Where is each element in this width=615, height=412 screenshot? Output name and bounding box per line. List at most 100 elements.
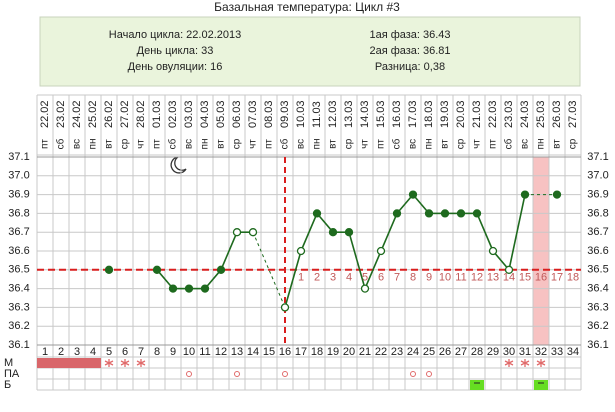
row-label: Б (4, 379, 11, 391)
temp-point (328, 228, 338, 237)
temp-point (424, 209, 434, 218)
date-label: 27.02 (119, 100, 131, 128)
weekday-label: сб (279, 138, 291, 149)
x-tick-label: 21 (359, 346, 371, 358)
luteal-day-label: 14 (503, 272, 515, 284)
weekday-label: пн (424, 139, 435, 150)
pa-mark (410, 371, 416, 377)
y-tick-label: 36.9 (8, 189, 29, 201)
x-tick-label: 11 (199, 346, 210, 358)
weekday-label: пн (88, 139, 99, 150)
temp-point (408, 190, 418, 199)
x-tick-label: 18 (311, 346, 323, 358)
x-tick-label: 9 (170, 346, 176, 358)
weekday-label: ср (120, 138, 131, 149)
weekday-label: ср (232, 138, 243, 149)
date-label: 25.02 (87, 100, 99, 128)
summary-text: День цикла: 33 (137, 45, 214, 57)
date-label: 04.03 (199, 100, 211, 128)
date-label: 07.03 (247, 100, 259, 128)
b-mark (534, 380, 548, 390)
x-tick-label: 15 (263, 346, 275, 358)
weekday-label: сб (167, 138, 179, 149)
luteal-day-label: 3 (330, 272, 336, 284)
x-tick-label: 23 (391, 346, 403, 358)
weekday-label: чт (472, 139, 483, 149)
x-tick-label: 27 (455, 346, 467, 358)
y-tick-label: 36.4 (587, 283, 608, 295)
date-label: 06.03 (231, 100, 243, 128)
menses-star (520, 359, 530, 367)
pa-mark (234, 371, 240, 377)
x-tick-label: 1 (42, 346, 48, 358)
temp-point (360, 284, 370, 293)
x-tick-label: 19 (327, 346, 339, 358)
y-tick-label: 36.5 (8, 264, 29, 276)
x-tick-label: 33 (551, 346, 563, 358)
temp-segment (476, 213, 494, 252)
y-tick-label: 36.4 (8, 283, 29, 295)
date-label: 15.03 (375, 100, 387, 128)
date-label: 13.03 (343, 100, 355, 128)
date-label: 24.03 (519, 100, 531, 128)
y-tick-label: 36.3 (587, 301, 608, 313)
luteal-day-label: 18 (567, 272, 579, 284)
luteal-day-label: 17 (551, 272, 563, 284)
date-label: 09.03 (279, 100, 291, 128)
summary-text: 1ая фаза: 36.43 (369, 29, 450, 41)
date-label: 23.03 (503, 100, 515, 128)
menses-block (53, 358, 69, 368)
temp-point (488, 246, 498, 256)
temp-point (296, 246, 306, 256)
x-tick-label: 30 (503, 346, 515, 358)
x-tick-label: 6 (122, 346, 128, 358)
date-label: 08.03 (263, 100, 275, 128)
date-label: 19.03 (439, 100, 451, 128)
x-tick-label: 8 (154, 346, 160, 358)
y-tick-label: 36.3 (8, 301, 29, 313)
x-tick-label: 12 (215, 346, 227, 358)
x-tick-label: 31 (519, 346, 531, 358)
y-tick-label: 37.0 (8, 170, 29, 182)
x-tick-label: 26 (439, 346, 451, 358)
summary-text: Разница: 0,38 (375, 61, 445, 73)
weekday-label: чт (360, 139, 371, 149)
weekday-label: пн (312, 139, 323, 150)
summary-text: 2ая фаза: 36.81 (369, 45, 450, 57)
temp-point (152, 265, 162, 274)
date-label: 10.03 (295, 100, 307, 128)
weekday-label: вс (184, 139, 195, 149)
date-label: 22.02 (39, 100, 51, 128)
weekday-label: пт (40, 139, 51, 149)
temp-segment (252, 232, 286, 308)
luteal-day-label: 11 (455, 272, 466, 284)
temp-point (552, 190, 562, 199)
date-label: 22.03 (487, 100, 499, 128)
temp-point (504, 265, 514, 274)
weekday-label: чт (248, 139, 259, 149)
y-tick-label: 37.1 (8, 151, 29, 163)
date-label: 16.03 (391, 100, 403, 128)
y-tick-label: 36.9 (587, 189, 608, 201)
weekday-label: вс (520, 139, 531, 149)
b-mark (470, 380, 484, 390)
temp-point (344, 228, 354, 237)
x-tick-label: 7 (138, 346, 144, 358)
date-label: 18.03 (423, 100, 435, 128)
menses-star (504, 359, 514, 367)
weekday-label: вт (440, 139, 451, 149)
temp-point (200, 284, 210, 293)
luteal-day-label: 15 (519, 272, 531, 284)
temp-segment (220, 231, 238, 271)
weekday-label: вт (552, 139, 563, 149)
weekday-label: сб (503, 138, 515, 149)
x-tick-label: 25 (423, 346, 435, 358)
menses-star (120, 359, 130, 367)
weekday-label: ср (568, 138, 579, 149)
menses-block (69, 358, 85, 368)
weekday-label: сб (391, 138, 403, 149)
chart-title: Базальная температура: Цикл #3 (214, 0, 400, 14)
temp-point (456, 209, 466, 218)
temp-segment (380, 213, 398, 252)
luteal-day-label: 16 (535, 272, 547, 284)
